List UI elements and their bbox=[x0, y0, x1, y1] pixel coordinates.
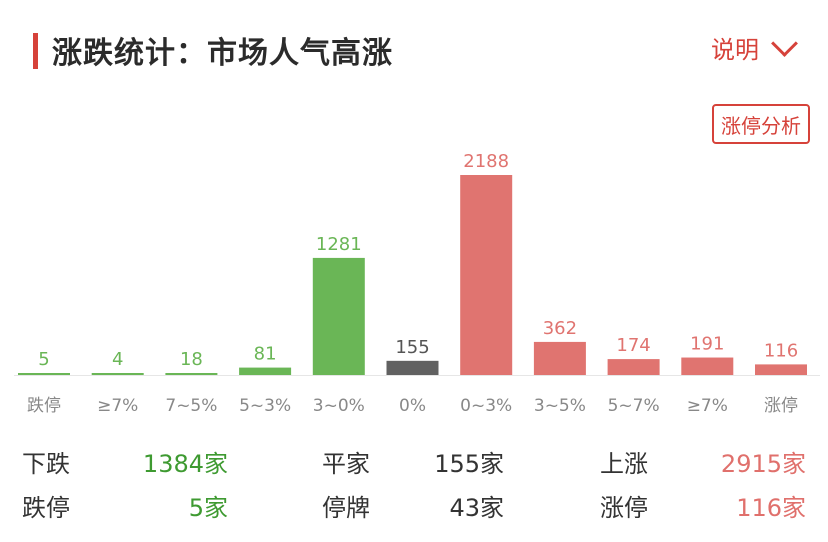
limit-analysis-button[interactable]: 涨停分析 bbox=[712, 104, 810, 144]
bar-value-label-7: 362 bbox=[543, 318, 577, 339]
category-label-0: 跌停 bbox=[27, 396, 61, 416]
limit-down-value: 5家 bbox=[188, 494, 228, 522]
suspended-label: 停牌 bbox=[322, 494, 370, 522]
bar-value-label-8: 174 bbox=[616, 335, 650, 356]
limit-down-label: 跌停 bbox=[22, 494, 70, 522]
title-accent-bar bbox=[33, 33, 38, 69]
bar-value-label-5: 155 bbox=[395, 337, 429, 358]
explain-button[interactable]: 说明 bbox=[711, 30, 798, 65]
header: 涨跌统计：市场人气高涨 说明 bbox=[0, 0, 828, 100]
flat-label: 平家 bbox=[322, 450, 370, 478]
page-title: 涨跌统计：市场人气高涨 bbox=[52, 36, 393, 71]
bar-5 bbox=[386, 360, 439, 375]
down-label: 下跌 bbox=[22, 450, 70, 478]
up-value: 2915家 bbox=[720, 450, 806, 478]
category-label-6: 0~3% bbox=[460, 396, 512, 416]
explain-label: 说明 bbox=[711, 36, 759, 64]
category-label-7: 3~5% bbox=[534, 396, 586, 416]
category-label-5: 0% bbox=[399, 396, 426, 416]
category-label-1: ≥7% bbox=[97, 396, 138, 416]
bar-value-label-0: 5 bbox=[38, 349, 49, 370]
category-label-10: 涨停 bbox=[764, 396, 798, 416]
up-label: 上涨 bbox=[600, 450, 648, 478]
bar-1 bbox=[91, 373, 144, 375]
bar-2 bbox=[165, 373, 218, 375]
category-label-3: 5~3% bbox=[239, 396, 291, 416]
flat-value: 155家 bbox=[434, 450, 504, 478]
bar-3 bbox=[239, 367, 292, 375]
category-label-4: 3~0% bbox=[313, 396, 365, 416]
limit-up-value: 116家 bbox=[736, 494, 806, 522]
bar-9 bbox=[681, 357, 734, 375]
bar-value-label-2: 18 bbox=[180, 349, 203, 370]
bar-value-label-1: 4 bbox=[112, 349, 123, 370]
bar-value-label-10: 116 bbox=[764, 340, 798, 361]
down-value: 1384家 bbox=[142, 450, 228, 478]
distribution-chart: 5 跌停 4 ≥7% 18 7~5% 81 5~3% 1281 3~0% 155 0% 2188 0~3%… bbox=[14, 151, 820, 416]
bar-value-label-9: 191 bbox=[690, 334, 724, 355]
chevron-down-icon bbox=[771, 30, 798, 57]
category-label-9: ≥7% bbox=[687, 396, 728, 416]
bar-4 bbox=[312, 257, 365, 375]
category-label-8: 5~7% bbox=[608, 396, 660, 416]
bar-6 bbox=[460, 175, 513, 375]
bar-7 bbox=[533, 341, 586, 375]
limit-up-label: 涨停 bbox=[600, 494, 648, 522]
category-label-2: 7~5% bbox=[165, 396, 217, 416]
bar-value-label-3: 81 bbox=[254, 344, 277, 365]
bar-value-label-4: 1281 bbox=[316, 234, 362, 255]
bar-0 bbox=[18, 373, 70, 375]
suspended-value: 43家 bbox=[449, 494, 504, 522]
bar-8 bbox=[607, 359, 660, 375]
bar-value-label-6: 2188 bbox=[463, 151, 509, 172]
bar-10 bbox=[755, 364, 807, 375]
